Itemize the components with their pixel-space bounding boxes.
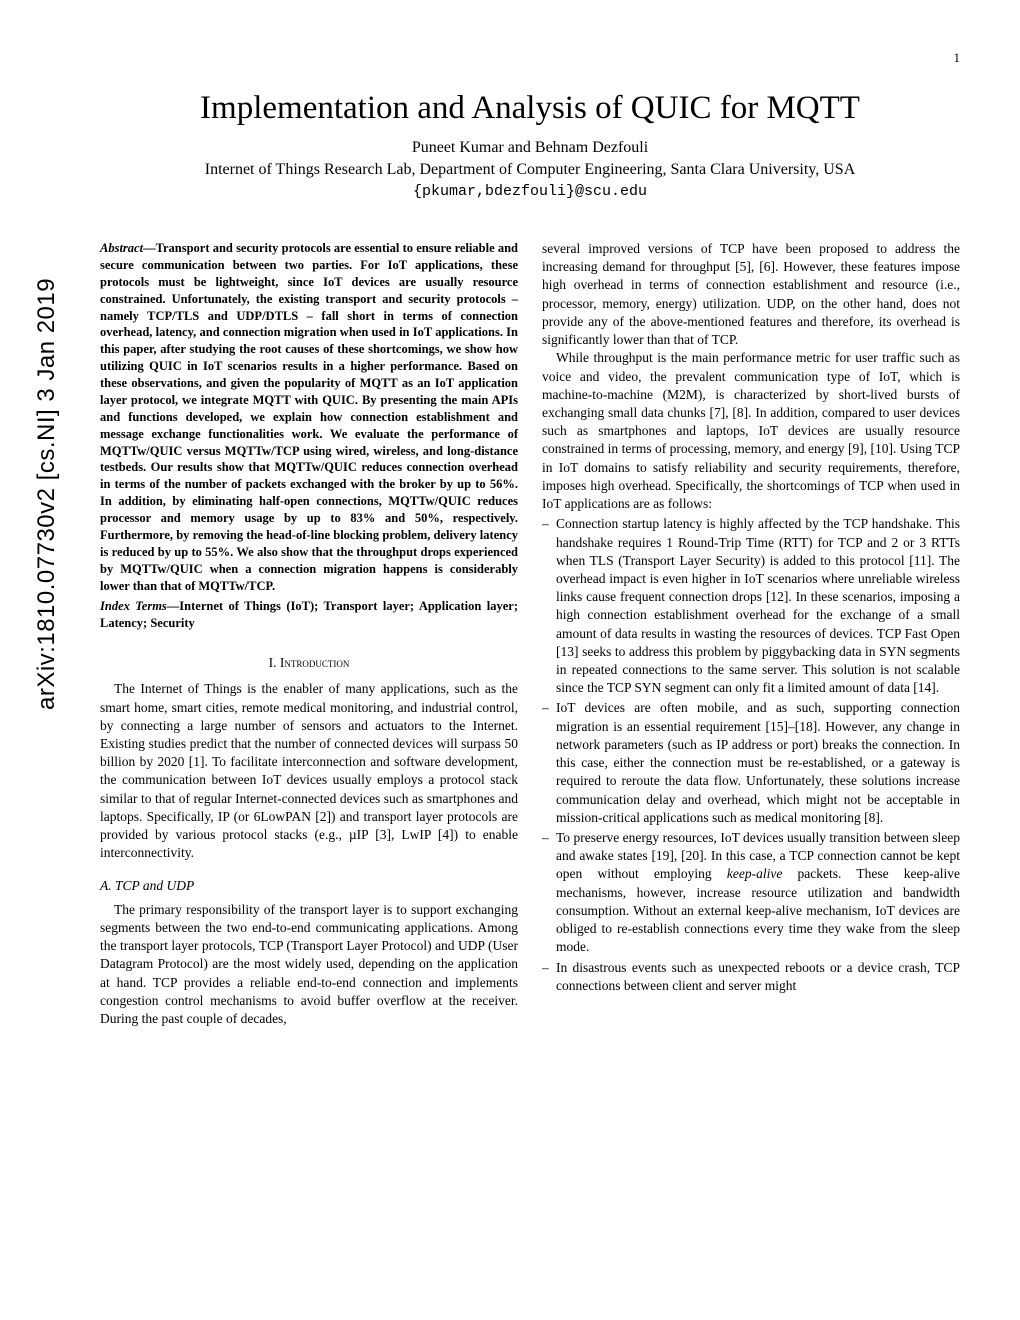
arxiv-identifier: arXiv:1810.07730v2 [cs.NI] 3 Jan 2019 bbox=[33, 278, 61, 710]
bullet-dash-icon: – bbox=[542, 829, 556, 957]
tcpudp-paragraph-1: The primary responsibility of the transp… bbox=[100, 901, 518, 1029]
subsection-tcp-udp-heading: A. TCP and UDP bbox=[100, 877, 518, 895]
intro-paragraph-1: The Internet of Things is the enabler of… bbox=[100, 680, 518, 862]
bullet-item-3: – To preserve energy resources, IoT devi… bbox=[542, 829, 960, 957]
abstract-label: Abstract bbox=[100, 241, 143, 255]
left-column: Abstract—Transport and security protocol… bbox=[100, 240, 518, 1028]
col2-paragraph-1: several improved versions of TCP have be… bbox=[542, 240, 960, 349]
index-terms: Index Terms—Internet of Things (IoT); Tr… bbox=[100, 598, 518, 632]
page-number: 1 bbox=[954, 50, 961, 66]
indexterms-label: Index Terms bbox=[100, 599, 167, 613]
bullet-item-2: – IoT devices are often mobile, and as s… bbox=[542, 699, 960, 827]
paper-title: Implementation and Analysis of QUIC for … bbox=[100, 90, 960, 127]
bullet-item-1: – Connection startup latency is highly a… bbox=[542, 515, 960, 697]
bullet-2-text: IoT devices are often mobile, and as suc… bbox=[556, 699, 960, 827]
section-introduction-heading: I. Introduction bbox=[100, 654, 518, 672]
affiliation: Internet of Things Research Lab, Departm… bbox=[100, 161, 960, 179]
bullet-dash-icon: – bbox=[542, 959, 556, 995]
col2-paragraph-2: While throughput is the main performance… bbox=[542, 349, 960, 513]
abstract-body: —Transport and security protocols are es… bbox=[100, 241, 518, 593]
bullet-dash-icon: – bbox=[542, 699, 556, 827]
bullet-1-text: Connection startup latency is highly aff… bbox=[556, 515, 960, 697]
bullet-3-text: To preserve energy resources, IoT device… bbox=[556, 829, 960, 957]
authors: Puneet Kumar and Behnam Dezfouli bbox=[100, 139, 960, 157]
bullet-item-4: – In disastrous events such as unexpecte… bbox=[542, 959, 960, 995]
abstract: Abstract—Transport and security protocol… bbox=[100, 240, 518, 594]
bullet-4-text: In disastrous events such as unexpected … bbox=[556, 959, 960, 995]
right-column: several improved versions of TCP have be… bbox=[542, 240, 960, 1028]
email: {pkumar,bdezfouli}@scu.edu bbox=[100, 183, 960, 200]
bullet-dash-icon: – bbox=[542, 515, 556, 697]
